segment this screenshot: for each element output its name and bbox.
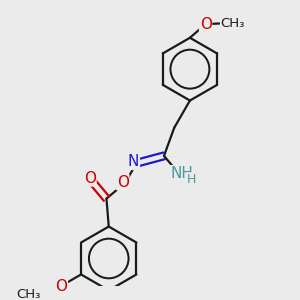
Text: NH: NH [170, 166, 193, 181]
Text: O: O [200, 16, 211, 32]
Text: CH₃: CH₃ [221, 17, 245, 30]
Text: N: N [128, 154, 139, 169]
Text: O: O [84, 171, 96, 186]
Text: CH₃: CH₃ [16, 288, 40, 300]
Text: O: O [56, 279, 68, 294]
Text: H: H [187, 173, 196, 186]
Text: O: O [117, 175, 129, 190]
